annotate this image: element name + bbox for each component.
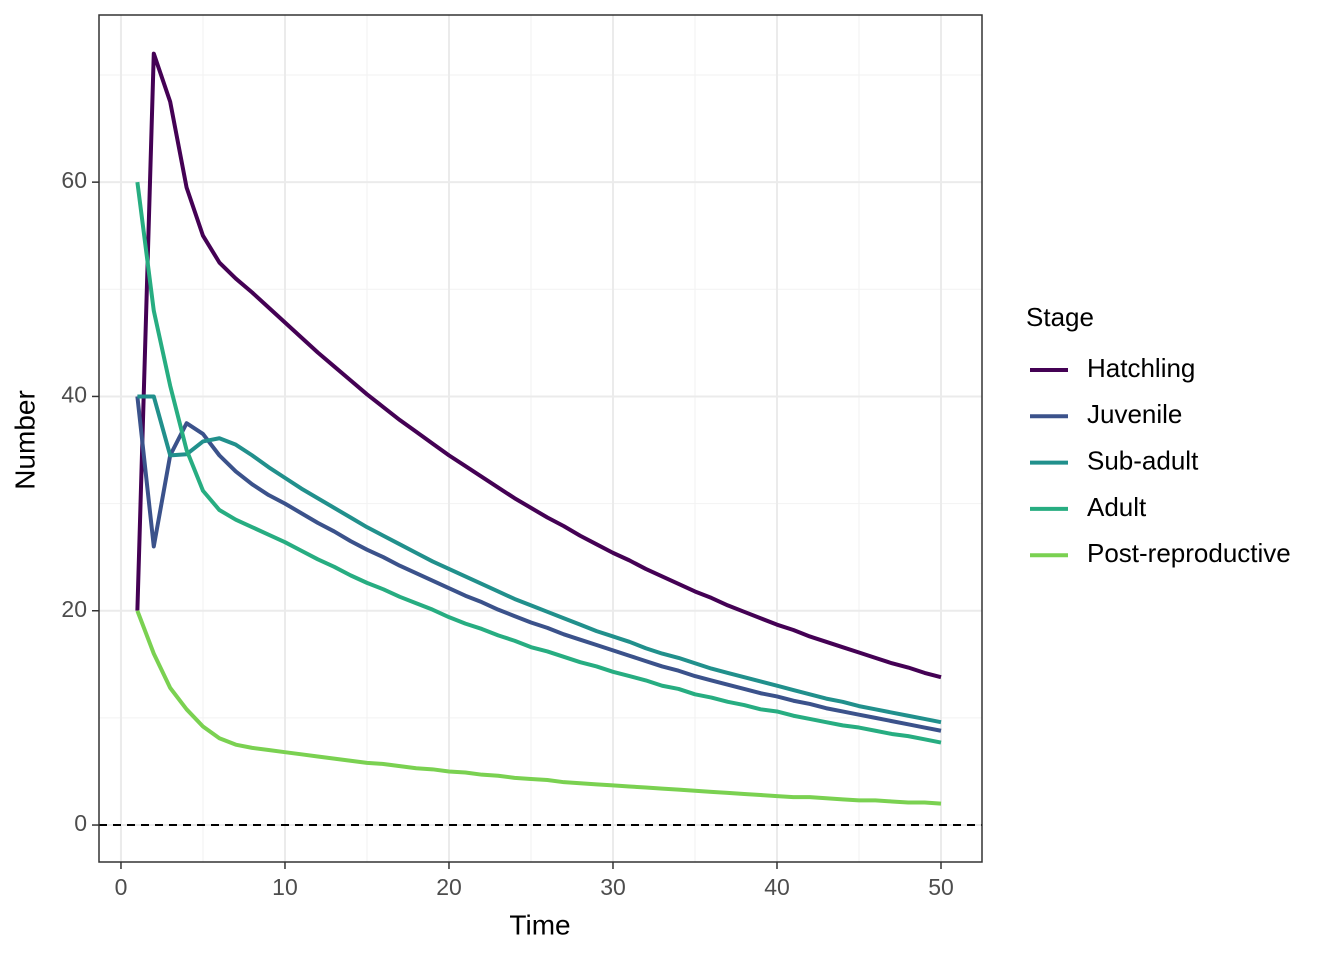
series-line (135, 51, 942, 680)
x-tick-label: 40 (764, 874, 790, 900)
series-line (135, 610, 942, 806)
y-axis-title: Number (9, 390, 40, 490)
series-line (135, 181, 942, 745)
y-tick-label: 40 (61, 382, 87, 408)
legend-label: Sub-adult (1087, 445, 1199, 475)
x-tick-label: 0 (115, 874, 128, 900)
y-tick-label: 20 (61, 596, 87, 622)
y-tick-label: 0 (74, 810, 87, 836)
series-line (137, 394, 942, 725)
y-tick-label: 60 (61, 167, 87, 193)
x-axis-title: Time (509, 909, 570, 940)
x-tick-label: 30 (600, 874, 626, 900)
x-tick-label: 20 (436, 874, 462, 900)
panel-border (98, 14, 983, 863)
x-tick-label: 50 (928, 874, 954, 900)
legend-label: Post-reproductive (1087, 538, 1291, 568)
legend-label: Adult (1087, 492, 1147, 522)
legend-label: Hatchling (1087, 353, 1195, 383)
x-tick-label: 10 (272, 874, 298, 900)
series-line (135, 396, 942, 733)
legend-label: Juvenile (1087, 399, 1182, 429)
legend-title: Stage (1026, 302, 1094, 332)
